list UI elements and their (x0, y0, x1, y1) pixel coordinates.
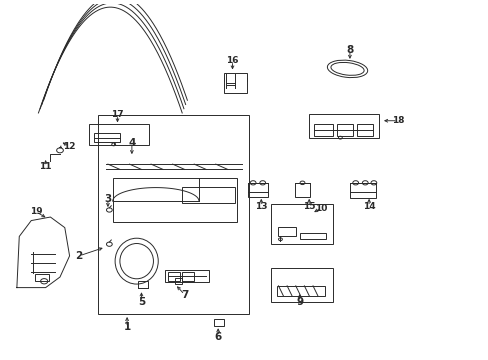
Bar (175, 278, 182, 284)
Bar (294, 183, 309, 197)
Bar (112, 178, 237, 222)
Bar (356, 124, 373, 136)
Bar (89, 124, 148, 145)
Text: 16: 16 (226, 56, 238, 65)
Text: 9: 9 (295, 297, 303, 307)
Bar (98, 115, 249, 314)
Text: 10: 10 (314, 204, 326, 213)
Text: 7: 7 (181, 290, 188, 300)
Text: 18: 18 (391, 116, 403, 125)
Text: 4: 4 (128, 138, 135, 148)
Text: 6: 6 (214, 332, 222, 342)
Bar (247, 183, 267, 197)
Text: 19: 19 (30, 207, 42, 216)
Bar (182, 187, 234, 203)
Text: 13: 13 (255, 202, 267, 211)
Bar (308, 114, 378, 138)
Bar (213, 319, 224, 327)
Text: 1: 1 (123, 323, 130, 333)
Bar (35, 274, 49, 280)
Bar (278, 226, 296, 237)
Bar (182, 272, 194, 281)
Text: 2: 2 (75, 251, 82, 261)
Text: 15: 15 (303, 202, 315, 211)
Text: 17: 17 (111, 110, 123, 119)
Bar (93, 133, 120, 142)
Bar (277, 286, 325, 296)
Bar (167, 272, 180, 281)
Bar (270, 268, 332, 302)
Bar (165, 270, 208, 282)
Bar (299, 233, 325, 239)
Text: 11: 11 (40, 162, 52, 171)
Text: 5: 5 (138, 297, 145, 307)
Text: 14: 14 (362, 202, 375, 211)
Bar (349, 183, 376, 198)
Bar (336, 124, 352, 136)
Bar (270, 204, 332, 244)
Text: 3: 3 (104, 194, 111, 204)
Bar (313, 124, 332, 136)
Text: 12: 12 (63, 142, 76, 151)
Bar (224, 73, 247, 93)
Text: 8: 8 (346, 45, 353, 55)
Bar (138, 281, 147, 288)
